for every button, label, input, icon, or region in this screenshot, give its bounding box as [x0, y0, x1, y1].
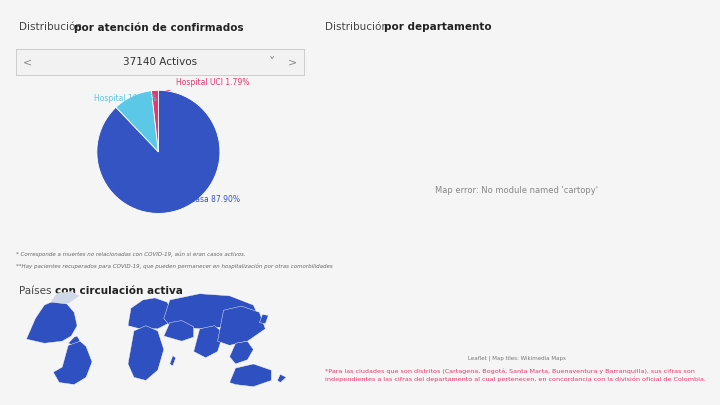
- Polygon shape: [128, 298, 173, 329]
- Polygon shape: [50, 292, 80, 304]
- Text: por atención de confirmados: por atención de confirmados: [73, 22, 243, 33]
- Text: con circulación activa: con circulación activa: [55, 286, 183, 296]
- Text: Leaflet | Map tiles: Wikimedia Maps: Leaflet | Map tiles: Wikimedia Maps: [468, 356, 565, 361]
- Polygon shape: [164, 294, 259, 329]
- Text: <: <: [23, 57, 32, 67]
- Polygon shape: [230, 341, 253, 364]
- Wedge shape: [97, 90, 220, 213]
- Text: * Corresponde a muertes no relacionadas con COVID-19, aún si eran casos activos.: * Corresponde a muertes no relacionadas …: [16, 251, 246, 257]
- Text: *Para las ciudades que son distritos (Cartagena, Bogotá, Santa Marta, Buenaventu: *Para las ciudades que son distritos (Ca…: [325, 369, 706, 382]
- Wedge shape: [151, 90, 158, 152]
- Polygon shape: [259, 314, 269, 324]
- Wedge shape: [116, 91, 158, 152]
- Text: Hospital 10.31%: Hospital 10.31%: [94, 94, 156, 110]
- Text: ˅: ˅: [269, 55, 275, 69]
- Polygon shape: [217, 306, 266, 345]
- Text: **Hay pacientes recuperados para COVID-19, que pueden permanecer en hospitalizac: **Hay pacientes recuperados para COVID-1…: [16, 263, 333, 269]
- Polygon shape: [128, 326, 164, 380]
- Polygon shape: [194, 326, 223, 358]
- Text: Distribución: Distribución: [19, 22, 85, 32]
- Text: 37140 Activos: 37140 Activos: [123, 57, 197, 67]
- Polygon shape: [230, 364, 271, 387]
- Polygon shape: [170, 356, 176, 366]
- Text: Hospital UCI 1.79%: Hospital UCI 1.79%: [166, 79, 249, 91]
- Text: Países: Países: [19, 286, 55, 296]
- Text: Distribución: Distribución: [325, 22, 392, 32]
- Polygon shape: [53, 341, 92, 385]
- Polygon shape: [68, 336, 80, 345]
- Polygon shape: [277, 374, 287, 382]
- Text: Casa 87.90%: Casa 87.90%: [190, 191, 240, 205]
- Polygon shape: [164, 321, 194, 341]
- Polygon shape: [27, 300, 77, 343]
- Text: >: >: [288, 57, 297, 67]
- Text: por departamento: por departamento: [384, 22, 492, 32]
- Text: Map error: No module named 'cartopy': Map error: No module named 'cartopy': [435, 186, 598, 195]
